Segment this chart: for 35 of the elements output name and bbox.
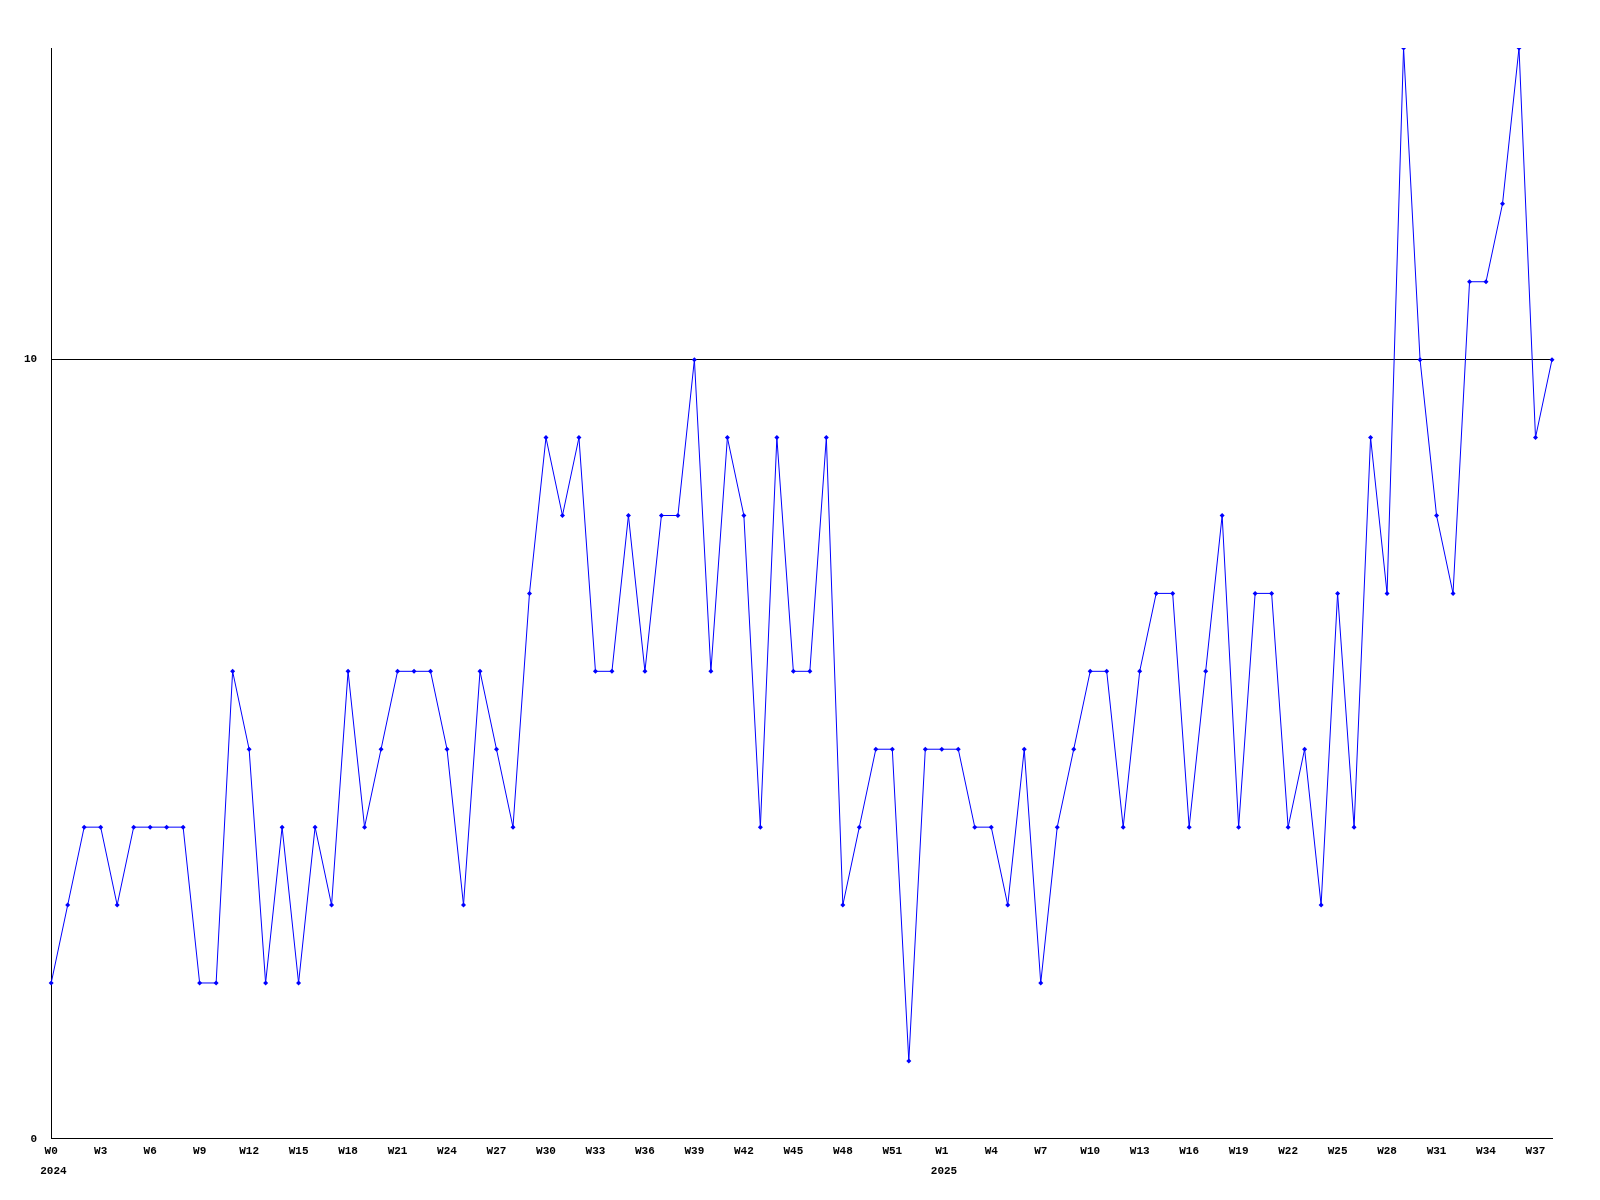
x-tick-label: W3 [94, 1145, 108, 1158]
x-tick-label: W33 [585, 1145, 606, 1158]
text: 2024 [40, 1165, 68, 1178]
x-tick-label: W48 [832, 1145, 854, 1158]
x-tick-label: W34 [1476, 1145, 1497, 1158]
x-tick-label: W21 [387, 1145, 408, 1158]
x-tick-label: W9 [193, 1145, 207, 1158]
y-tick-label: 10 [24, 353, 38, 366]
x-tick-label: W10 [1080, 1145, 1101, 1158]
x-tick-label: W19 [1228, 1145, 1249, 1158]
x-tick-label: W4 [984, 1145, 999, 1158]
x-tick-label: W45 [783, 1145, 804, 1158]
x-tick-label: W31 [1426, 1145, 1447, 1158]
y-tick-label: 0 [30, 1132, 38, 1145]
x-tick-label: W39 [684, 1145, 705, 1158]
x-tick-label: W25 [1327, 1145, 1348, 1158]
x-tick-label: W18 [338, 1145, 359, 1158]
x-tick-label: W13 [1129, 1145, 1150, 1158]
x-tick-label: W28 [1377, 1145, 1398, 1158]
text: 2025 [930, 1165, 958, 1178]
x-tick-label: W6 [143, 1145, 157, 1158]
x-tick-label: W7 [1034, 1145, 1048, 1158]
x-tick-label: W15 [288, 1145, 309, 1158]
x-tick-label: W22 [1278, 1145, 1299, 1158]
x-tick-label: W24 [437, 1145, 458, 1158]
x-tick-label: W1 [935, 1145, 949, 1158]
x-tick-label: W37 [1525, 1145, 1546, 1158]
x-tick-label: W0 [44, 1145, 58, 1158]
x-tick-label: W42 [733, 1145, 754, 1158]
x-tick-label: W36 [635, 1145, 655, 1158]
x-tick-label: W27 [486, 1145, 507, 1158]
x-tick-label: W30 [536, 1145, 556, 1158]
x-tick-label: W12 [239, 1145, 260, 1158]
x-tick-label: W16 [1179, 1145, 1200, 1158]
x-tick-label: W51 [882, 1145, 903, 1158]
